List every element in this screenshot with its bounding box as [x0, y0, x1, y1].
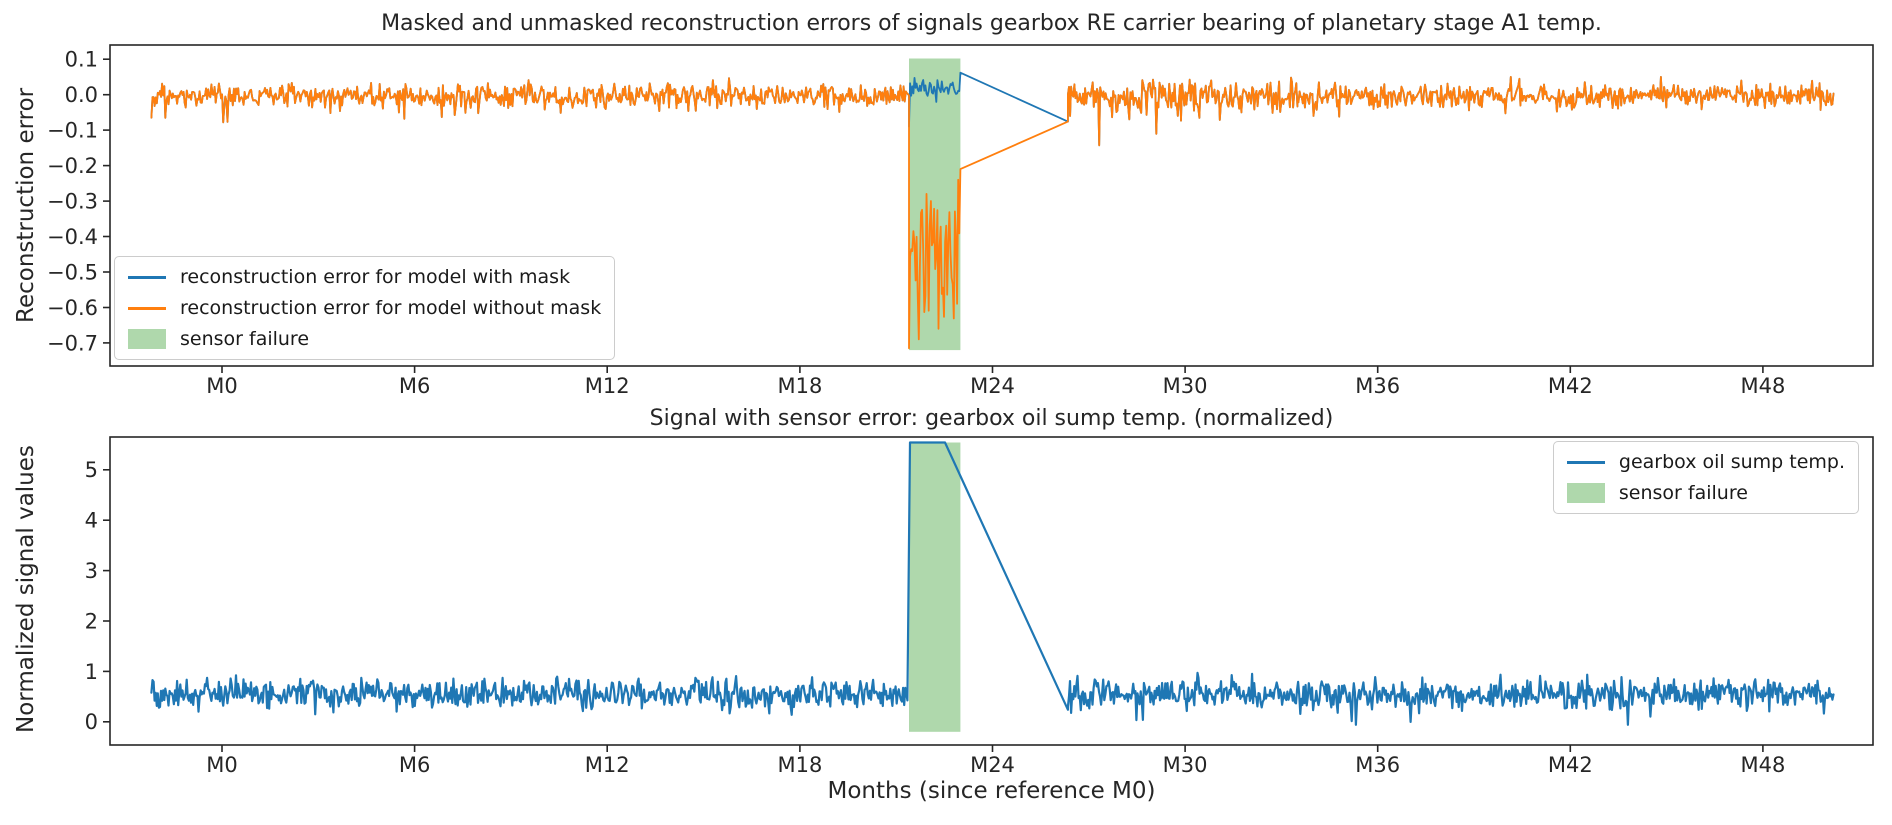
x-tick-label: M24 — [970, 374, 1015, 398]
legend-item-without-mask: reconstruction error for model without m… — [128, 297, 601, 319]
x-tick-label: M12 — [585, 374, 630, 398]
x-tick-label: M30 — [1163, 753, 1208, 777]
y-tick-label: −0.7 — [47, 331, 98, 355]
y-tick-label: −0.3 — [47, 189, 98, 213]
legend-line-swatch-blue — [128, 275, 166, 279]
y-tick-label: 0.0 — [65, 83, 98, 107]
legend-item-sensor-failure: sensor failure — [128, 328, 601, 350]
y-tick-label: 1 — [85, 660, 98, 684]
legend-label: reconstruction error for model with mask — [180, 266, 571, 288]
y-tick-label: 0.1 — [65, 48, 98, 72]
legend-patch-swatch-green — [1566, 483, 1605, 503]
series-line-2-0 — [150, 441, 1835, 726]
x-tick-label: M6 — [399, 374, 430, 398]
legend-label: gearbox oil sump temp. — [1618, 451, 1845, 473]
x-tick-label: M18 — [777, 753, 822, 777]
series-line-1-1 — [150, 76, 1835, 350]
chart2-plot-area: M0 M6 M12 M18 M24 M30 M36 M42 M48 0 1 2 3 4 5 — [85, 436, 1874, 777]
x-tick-label: M42 — [1548, 374, 1593, 398]
y-tick-label: 4 — [85, 509, 98, 533]
x-tick-label: M36 — [1355, 753, 1400, 777]
y-tick-label: −0.1 — [47, 118, 98, 142]
axes-spines — [109, 44, 1874, 367]
y-tick-label: 3 — [85, 559, 98, 583]
axes-spines — [109, 436, 1874, 746]
x-tick-label: M12 — [585, 753, 630, 777]
chart2-title: Signal with sensor error: gearbox oil su… — [649, 406, 1334, 431]
x-tick-label: M24 — [970, 753, 1015, 777]
x-tick-label: M18 — [777, 374, 822, 398]
y-tick-label: 5 — [85, 458, 98, 482]
chart1-title: Masked and unmasked reconstruction error… — [381, 11, 1602, 36]
x-tick-label: M0 — [206, 753, 237, 777]
x-tick-label: M6 — [399, 753, 430, 777]
legend-item-with-mask: reconstruction error for model with mask — [128, 266, 601, 288]
sensor-failure-band — [909, 442, 961, 732]
chart1-y-axis-label: Reconstruction error — [13, 87, 39, 323]
legend-label: sensor failure — [180, 328, 310, 350]
chart2-legend: gearbox oil sump temp. sensor failure — [1552, 441, 1859, 514]
y-tick-label: 2 — [85, 609, 98, 633]
y-tick-label: −0.5 — [47, 260, 98, 284]
legend-label: reconstruction error for model without m… — [180, 297, 602, 319]
y-tick-label: 0 — [85, 710, 98, 734]
x-tick-label: M42 — [1548, 753, 1593, 777]
x-tick-label: M48 — [1740, 753, 1785, 777]
legend-item-sensor-failure: sensor failure — [1566, 482, 1845, 504]
legend-item-oil-sump-temp: gearbox oil sump temp. — [1566, 451, 1845, 473]
y-tick-label: −0.2 — [47, 154, 98, 178]
y-tick-label: −0.4 — [47, 225, 98, 249]
y-tick-label: −0.6 — [47, 296, 98, 320]
legend-label: sensor failure — [1618, 482, 1748, 504]
legend-patch-swatch-green — [128, 329, 166, 349]
chart1-legend: reconstruction error for model with mask… — [114, 256, 616, 360]
x-axis-label: Months (since reference M0) — [827, 778, 1156, 804]
legend-line-swatch-blue — [1566, 460, 1605, 464]
x-tick-label: M30 — [1163, 374, 1208, 398]
chart2-y-axis-label: Normalized signal values — [13, 445, 39, 733]
x-tick-label: M36 — [1355, 374, 1400, 398]
legend-line-swatch-orange — [128, 306, 166, 310]
x-tick-label: M48 — [1740, 374, 1785, 398]
x-tick-label: M0 — [206, 374, 237, 398]
chart1-plot-area: M0 M6 M12 M18 M24 M30 M36 M42 M48 0.1 0.0 −0.1 −0.2 −… — [47, 44, 1874, 398]
